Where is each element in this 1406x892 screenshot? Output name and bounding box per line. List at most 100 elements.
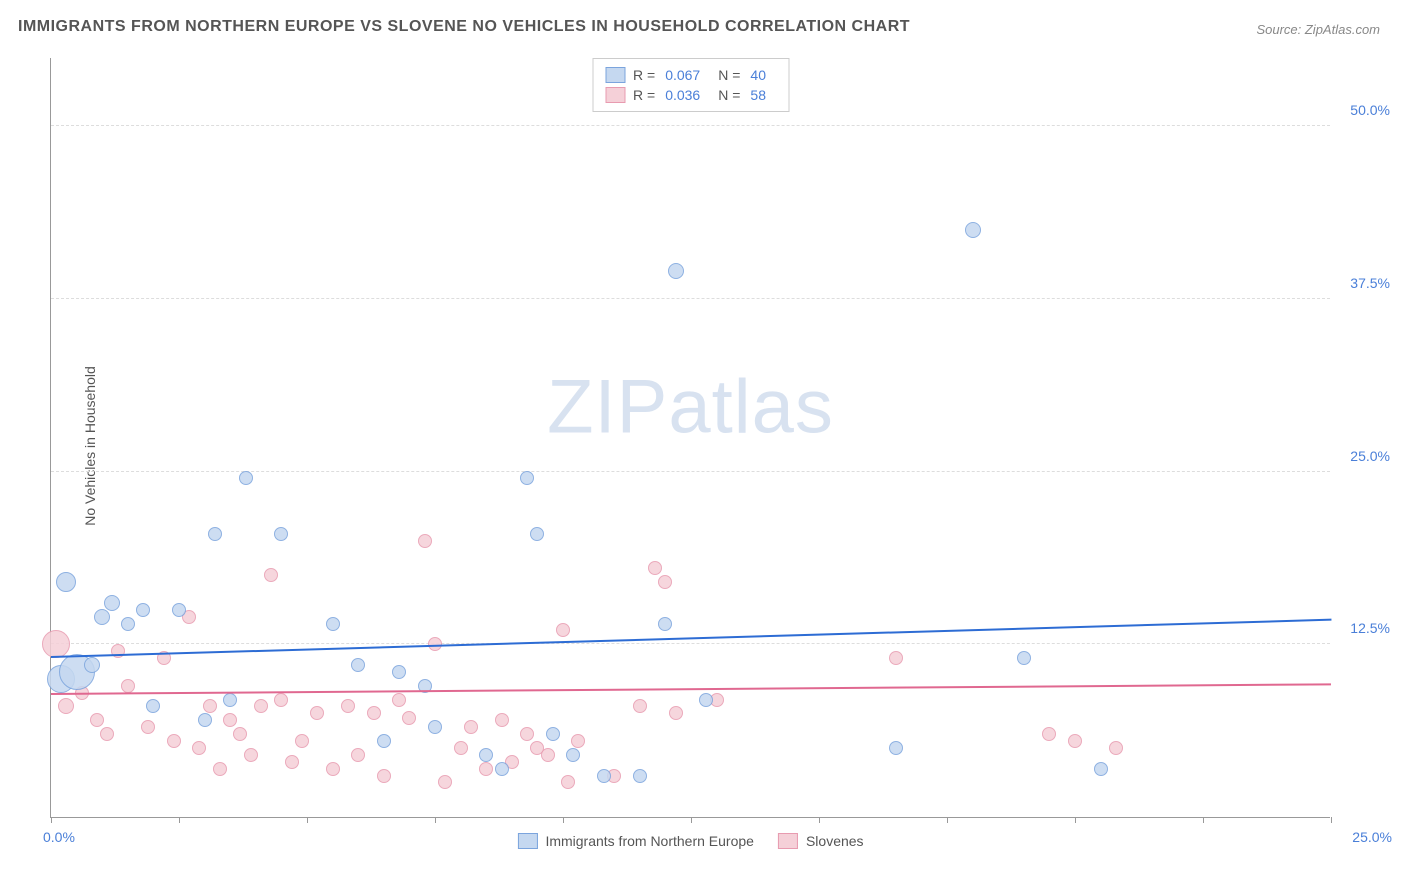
x-axis-min-label: 0.0% — [43, 829, 75, 845]
data-point — [326, 617, 340, 631]
data-point — [351, 748, 365, 762]
correlation-legend: R = 0.067 N = 40 R = 0.036 N = 58 — [592, 58, 789, 112]
legend-n-label: N = — [718, 67, 740, 83]
data-point — [274, 693, 288, 707]
data-point — [1094, 762, 1108, 776]
data-point — [203, 699, 217, 713]
data-point — [1109, 741, 1123, 755]
data-point — [965, 222, 981, 238]
data-point — [556, 623, 570, 637]
data-point — [244, 748, 258, 762]
y-tick-label: 37.5% — [1350, 275, 1390, 291]
data-point — [464, 720, 478, 734]
legend-n-label: N = — [718, 87, 740, 103]
gridline — [51, 643, 1330, 644]
data-point — [192, 741, 206, 755]
data-point — [121, 679, 135, 693]
legend-r-value: 0.067 — [665, 67, 700, 83]
watermark: ZIPatlas — [547, 364, 834, 451]
gridline — [51, 125, 1330, 126]
y-tick-label: 50.0% — [1350, 102, 1390, 118]
data-point — [1042, 727, 1056, 741]
legend-series-label: Immigrants from Northern Europe — [545, 833, 754, 849]
data-point — [889, 651, 903, 665]
data-point — [326, 762, 340, 776]
x-tick — [1203, 817, 1204, 823]
data-point — [454, 741, 468, 755]
data-point — [520, 471, 534, 485]
data-point — [341, 699, 355, 713]
data-point — [699, 693, 713, 707]
x-tick — [691, 817, 692, 823]
legend-r-value: 0.036 — [665, 87, 700, 103]
x-tick — [51, 817, 52, 823]
legend-swatch — [605, 67, 625, 83]
data-point — [121, 617, 135, 631]
legend-n-value: 58 — [750, 87, 766, 103]
x-tick — [435, 817, 436, 823]
x-tick — [307, 817, 308, 823]
data-point — [233, 727, 247, 741]
data-point — [541, 748, 555, 762]
data-point — [402, 711, 416, 725]
data-point — [285, 755, 299, 769]
data-point — [648, 561, 662, 575]
data-point — [495, 713, 509, 727]
data-point — [223, 693, 237, 707]
legend-r-label: R = — [633, 87, 655, 103]
x-tick — [1331, 817, 1332, 823]
legend-swatch — [778, 833, 798, 849]
data-point — [172, 603, 186, 617]
data-point — [438, 775, 452, 789]
legend-r-label: R = — [633, 67, 655, 83]
x-tick — [179, 817, 180, 823]
data-point — [239, 471, 253, 485]
x-tick — [947, 817, 948, 823]
data-point — [58, 698, 74, 714]
watermark-thin: atlas — [668, 365, 834, 450]
data-point — [597, 769, 611, 783]
data-point — [274, 527, 288, 541]
data-point — [208, 527, 222, 541]
data-point — [1068, 734, 1082, 748]
data-point — [94, 609, 110, 625]
legend-row: R = 0.036 N = 58 — [605, 85, 776, 105]
x-tick — [563, 817, 564, 823]
data-point — [104, 595, 120, 611]
data-point — [295, 734, 309, 748]
data-point — [254, 699, 268, 713]
legend-series-item: Slovenes — [778, 833, 864, 849]
data-point — [658, 617, 672, 631]
chart-title: IMMIGRANTS FROM NORTHERN EUROPE VS SLOVE… — [18, 18, 910, 36]
data-point — [546, 727, 560, 741]
data-point — [56, 572, 76, 592]
data-point — [571, 734, 585, 748]
data-point — [264, 568, 278, 582]
source-attribution: Source: ZipAtlas.com — [1256, 22, 1380, 37]
y-tick-label: 25.0% — [1350, 448, 1390, 464]
data-point — [566, 748, 580, 762]
y-tick-label: 12.5% — [1350, 620, 1390, 636]
legend-swatch — [517, 833, 537, 849]
series-legend: Immigrants from Northern Europe Slovenes — [517, 833, 863, 849]
data-point — [90, 713, 104, 727]
legend-series-item: Immigrants from Northern Europe — [517, 833, 754, 849]
data-point — [633, 699, 647, 713]
data-point — [479, 762, 493, 776]
data-point — [213, 762, 227, 776]
data-point — [479, 748, 493, 762]
x-axis-max-label: 25.0% — [1352, 829, 1392, 845]
data-point — [84, 657, 100, 673]
data-point — [1017, 651, 1031, 665]
trend-line — [51, 684, 1331, 696]
legend-n-value: 40 — [750, 67, 766, 83]
gridline — [51, 298, 1330, 299]
x-tick — [819, 817, 820, 823]
data-point — [418, 534, 432, 548]
plot-area: ZIPatlas R =0.067N =40R =0.036N =58 0.0%… — [50, 58, 1330, 818]
data-point — [669, 706, 683, 720]
data-point — [658, 575, 672, 589]
data-point — [198, 713, 212, 727]
data-point — [889, 741, 903, 755]
data-point — [141, 720, 155, 734]
